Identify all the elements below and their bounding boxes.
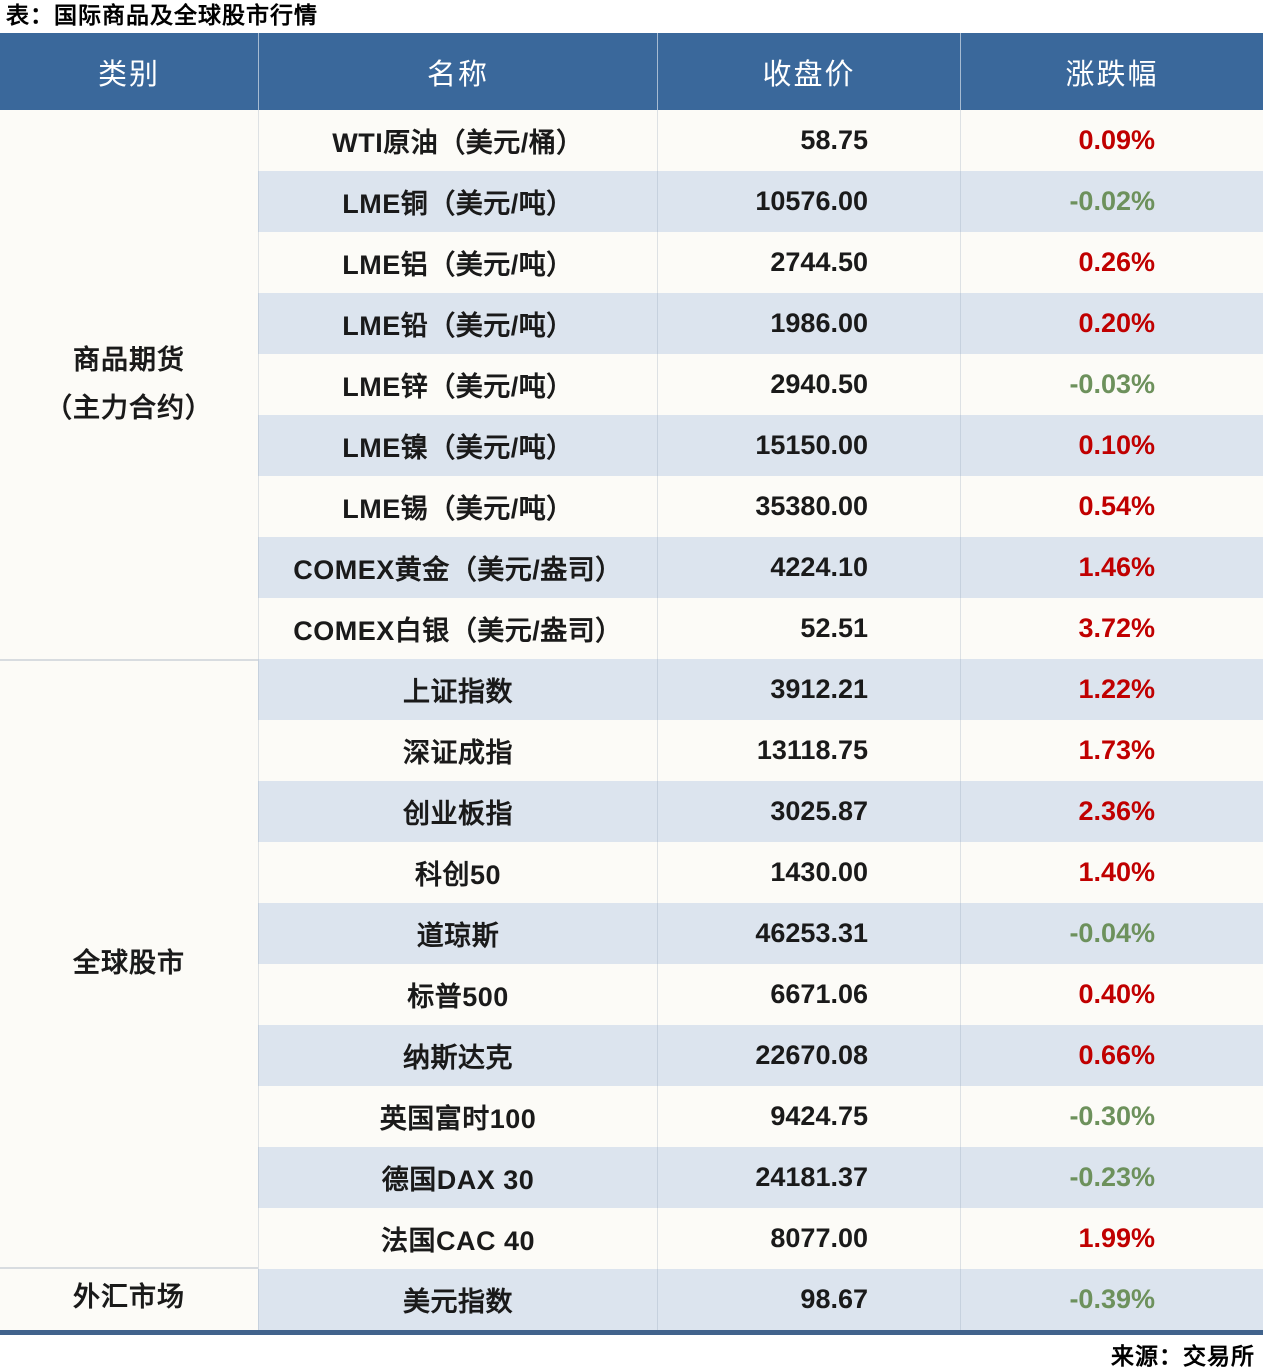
table-row: 英国富时100 9424.75 -0.30% [258,1086,1263,1147]
change-percent: 1.40% [960,842,1263,903]
table-row: 上证指数 3912.21 1.22% [258,659,1263,720]
table-row: 标普500 6671.06 0.40% [258,964,1263,1025]
change-percent: 0.54% [960,476,1263,537]
category-label: 全球股市 [73,948,185,979]
table-row: COMEX白银（美元/盎司） 52.51 3.72% [258,598,1263,659]
instrument-name: 纳斯达克 [258,1025,657,1086]
table-row: 创业板指 3025.87 2.36% [258,781,1263,842]
close-price: 52.51 [657,598,960,659]
table-row: LME锌（美元/吨） 2940.50 -0.03% [258,354,1263,415]
category-label: 外汇市场 [73,1281,185,1312]
category-cell: 外汇市场 [0,1267,258,1326]
close-price: 1986.00 [657,293,960,354]
table-row: WTI原油（美元/桶） 58.75 0.09% [258,110,1263,171]
close-price: 46253.31 [657,903,960,964]
table-row: 法国CAC 40 8077.00 1.99% [258,1208,1263,1269]
table-row: 德国DAX 30 24181.37 -0.23% [258,1147,1263,1208]
header-category: 类别 [97,58,160,91]
change-percent: -0.23% [960,1147,1263,1208]
close-price: 15150.00 [657,415,960,476]
table-row: LME铝（美元/吨） 2744.50 0.26% [258,232,1263,293]
change-percent: 0.10% [960,415,1263,476]
close-price: 98.67 [657,1269,960,1330]
change-percent: 1.73% [960,720,1263,781]
change-percent: -0.30% [960,1086,1263,1147]
header-change-percent: 涨跌幅 [960,33,1263,110]
close-price: 3912.21 [657,659,960,720]
header-close-price: 收盘价 [657,33,960,110]
instrument-name: 道琼斯 [258,903,657,964]
change-percent: 3.72% [960,598,1263,659]
instrument-name: COMEX黄金（美元/盎司） [258,537,657,598]
change-percent: 0.09% [960,110,1263,171]
close-price: 2940.50 [657,354,960,415]
table-row: 深证成指 13118.75 1.73% [258,720,1263,781]
close-price: 4224.10 [657,537,960,598]
table-row: 纳斯达克 22670.08 0.66% [258,1025,1263,1086]
source-note: 来源：交易所 [1111,1342,1255,1369]
instrument-name: LME锌（美元/吨） [258,354,657,415]
table-row: LME镍（美元/吨） 15150.00 0.10% [258,415,1263,476]
close-price: 9424.75 [657,1086,960,1147]
instrument-name: 科创50 [258,842,657,903]
table-row: LME锡（美元/吨） 35380.00 0.54% [258,476,1263,537]
instrument-name: LME锡（美元/吨） [258,476,657,537]
change-percent: 0.20% [960,293,1263,354]
instrument-name: LME镍（美元/吨） [258,415,657,476]
change-percent: 1.46% [960,537,1263,598]
category-column: 商品期货 （主力合约） 全球股市外汇市场 [0,110,258,1330]
change-percent: 0.40% [960,964,1263,1025]
instrument-name: 深证成指 [258,720,657,781]
header-name: 名称 [258,33,657,110]
close-price: 2744.50 [657,232,960,293]
close-price: 10576.00 [657,171,960,232]
category-label: 商品期货 [73,345,185,376]
table-row: LME铜（美元/吨） 10576.00 -0.02% [258,171,1263,232]
close-price: 8077.00 [657,1208,960,1269]
instrument-name: LME铜（美元/吨） [258,171,657,232]
change-percent: 0.66% [960,1025,1263,1086]
close-price: 1430.00 [657,842,960,903]
close-price: 6671.06 [657,964,960,1025]
change-percent: -0.02% [960,171,1263,232]
instrument-name: 美元指数 [258,1269,657,1330]
close-price: 24181.37 [657,1147,960,1208]
instrument-name: 英国富时100 [258,1086,657,1147]
change-percent: 1.22% [960,659,1263,720]
instrument-name: LME铅（美元/吨） [258,293,657,354]
category-label: （主力合约） [45,392,213,423]
change-percent: -0.03% [960,354,1263,415]
table-header-row: 类别 名称 收盘价 涨跌幅 [0,33,1263,110]
table-row: COMEX黄金（美元/盎司） 4224.10 1.46% [258,537,1263,598]
table-bottom-border [0,1330,1263,1335]
page-title: 表：国际商品及全球股市行情 [6,2,318,28]
instrument-name: 法国CAC 40 [258,1208,657,1269]
table-row: 美元指数 98.67 -0.39% [258,1269,1263,1330]
category-cell: 商品期货 （主力合约） [0,110,258,659]
close-price: 58.75 [657,110,960,171]
change-percent: -0.04% [960,903,1263,964]
change-percent: 0.26% [960,232,1263,293]
close-price: 35380.00 [657,476,960,537]
instrument-name: 德国DAX 30 [258,1147,657,1208]
change-percent: 1.99% [960,1208,1263,1269]
category-cell: 全球股市 [0,659,258,1267]
instrument-name: 创业板指 [258,781,657,842]
table-row: LME铅（美元/吨） 1986.00 0.20% [258,293,1263,354]
rows-area: WTI原油（美元/桶） 58.75 0.09% LME铜（美元/吨） 10576.00-… [258,110,1263,1330]
instrument-name: 上证指数 [258,659,657,720]
table-row: 科创50 1430.00 1.40% [258,842,1263,903]
instrument-name: WTI原油（美元/桶） [258,110,657,171]
table-row: 道琼斯 46253.31 -0.04% [258,903,1263,964]
close-price: 3025.87 [657,781,960,842]
instrument-name: COMEX白银（美元/盎司） [258,598,657,659]
instrument-name: 标普500 [258,964,657,1025]
instrument-name: LME铝（美元/吨） [258,232,657,293]
change-percent: 2.36% [960,781,1263,842]
close-price: 13118.75 [657,720,960,781]
close-price: 22670.08 [657,1025,960,1086]
change-percent: -0.39% [960,1269,1263,1330]
table-body: 商品期货 （主力合约） 全球股市外汇市场 WTI原油（美元/桶） 58.75 0.09%… [0,110,1263,1330]
